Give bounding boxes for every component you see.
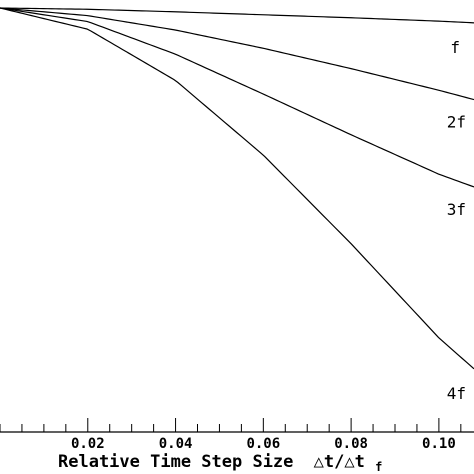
x-tick-label: 0.04 [159, 436, 193, 452]
x-axis-ticks: 0.02 0.04 0.06 0.08 0.10 [0, 418, 462, 452]
x-tick-label: 0.02 [71, 436, 105, 452]
series-label-f: f [450, 38, 460, 57]
x-axis-title: Relative Time Step Size △t/△t f [58, 452, 382, 474]
series-line-2f [0, 7, 474, 101]
series-line-3f [0, 7, 474, 188]
x-axis-title-symbol: △t/△t [314, 452, 365, 472]
x-tick-label: 0.10 [422, 436, 456, 452]
x-axis-title-text: Relative Time Step Size [58, 452, 293, 472]
x-axis-title-subscript: f [375, 460, 382, 474]
series-label-layer: f 2f 3f 4f [447, 38, 466, 403]
series-line-4f [0, 7, 474, 370]
x-tick-label: 0.08 [334, 436, 368, 452]
series-label-2f: 2f [447, 113, 466, 132]
series-label-4f: 4f [447, 384, 466, 403]
series-layer [0, 7, 474, 370]
series-line-f [0, 7, 474, 24]
series-label-3f: 3f [447, 200, 466, 219]
x-tick-label: 0.06 [246, 436, 280, 452]
